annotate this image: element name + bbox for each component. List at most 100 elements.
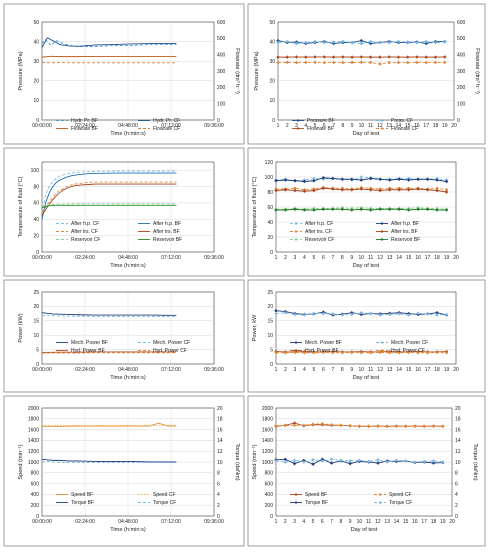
y-tick-label: 20 xyxy=(267,304,273,310)
y2-axis-label: Torque (daNm) xyxy=(472,443,478,480)
y-tick-label: 20 xyxy=(33,79,39,85)
y-tick-label: 600 xyxy=(31,481,40,487)
x-tick-label: 14 xyxy=(394,519,400,525)
y2-tick-label: 10 xyxy=(217,460,223,466)
y-axis-label: Speed (min⁻¹) xyxy=(18,444,24,479)
x-tick-label: 02:24:00 xyxy=(75,255,95,261)
x-tick-label: 12 xyxy=(375,519,381,525)
y-tick-label: 20 xyxy=(269,79,275,85)
y-tick-label: 800 xyxy=(265,471,274,477)
x-tick-label: 4 xyxy=(303,367,306,373)
x-tick-label: 07:12:00 xyxy=(161,255,181,261)
x-axis-label: Time (h:min:s) xyxy=(110,263,146,269)
y-tick-label: 50 xyxy=(269,20,275,26)
x-tick-label: 8 xyxy=(341,123,344,129)
x-tick-label: 18 xyxy=(431,519,437,525)
legend-label: Speed BF xyxy=(71,492,93,498)
x-tick-label: 15 xyxy=(406,255,412,261)
x-tick-label: 02:24:00 xyxy=(75,519,95,525)
y-tick-label: 100 xyxy=(265,175,274,181)
legend-label: Speed CF xyxy=(389,492,412,498)
y2-tick-label: 600 xyxy=(457,20,466,26)
legend-label: Hydr. Pr. CF xyxy=(153,118,180,124)
y2-tick-label: 400 xyxy=(457,52,466,58)
legend-label: Mech. Power BF xyxy=(71,340,108,346)
y-tick-label: 1800 xyxy=(262,417,273,423)
x-tick-label: 5 xyxy=(312,519,315,525)
x-tick-label: 14 xyxy=(396,367,402,373)
x-tick-label: 19 xyxy=(440,519,446,525)
y-tick-label: 1200 xyxy=(28,449,39,455)
y-tick-label: 400 xyxy=(31,492,40,498)
y-tick-label: 30 xyxy=(33,59,39,65)
chart-panel-p7: 0200400600800100012001400160018002000024… xyxy=(4,396,244,546)
legend-label: After h.p. CF xyxy=(71,221,99,227)
x-tick-label: 5 xyxy=(313,255,316,261)
y-tick-label: 25 xyxy=(33,290,39,296)
y-tick-label: 20 xyxy=(33,304,39,310)
legend-label: After trs. BF xyxy=(391,229,418,235)
y-tick-label: 1400 xyxy=(262,438,273,444)
x-tick-label: 04:48:00 xyxy=(118,123,138,129)
legend-label: Speed BF xyxy=(305,492,327,498)
x-tick-label: 4 xyxy=(303,255,306,261)
x-tick-label: 8 xyxy=(341,255,344,261)
y2-axis-label: Flowrate (dm³ h⁻¹) xyxy=(474,48,480,94)
legend-label: After trs. BF xyxy=(153,229,180,235)
y2-tick-label: 6 xyxy=(217,481,220,487)
y2-tick-label: 6 xyxy=(455,481,458,487)
y2-tick-label: 10 xyxy=(455,460,461,466)
legend-label: Flowrate CF xyxy=(391,126,418,132)
x-tick-label: 20 xyxy=(453,255,459,261)
legend-label: After trs. CF xyxy=(71,229,98,235)
x-tick-label: 8 xyxy=(339,519,342,525)
x-tick-label: 12 xyxy=(377,367,383,373)
y2-tick-label: 500 xyxy=(457,36,466,42)
legend-label: Reservoir CF xyxy=(305,237,334,243)
x-tick-label: 19 xyxy=(444,367,450,373)
legend-label: Mech. Power BF xyxy=(305,340,342,346)
x-tick-label: 6 xyxy=(321,519,324,525)
x-tick-label: 13 xyxy=(387,367,393,373)
y-tick-label: 50 xyxy=(33,20,39,26)
x-tick-label: 02:24:00 xyxy=(75,367,95,373)
y-tick-label: 200 xyxy=(31,503,40,509)
x-tick-label: 8 xyxy=(341,367,344,373)
y2-tick-label: 300 xyxy=(457,69,466,75)
x-tick-label: 7 xyxy=(331,255,334,261)
x-tick-label: 1 xyxy=(275,255,278,261)
x-tick-label: 07:12:00 xyxy=(161,519,181,525)
x-tick-label: 00:00:00 xyxy=(32,367,52,373)
y-axis-label: Pressure (MPa) xyxy=(254,51,260,90)
y-axis-label: Temperature of fluid (°C) xyxy=(252,176,258,237)
y2-axis-label: Torque (daNm) xyxy=(234,443,240,480)
y-tick-label: 15 xyxy=(267,319,273,325)
legend-label: Torque CF xyxy=(153,500,176,506)
legend-label: Pressure BF xyxy=(307,118,335,124)
chart-panel-p8: 0200400600800100012001400160018002000024… xyxy=(248,396,485,546)
x-tick-label: 7 xyxy=(330,519,333,525)
y-tick-label: 100 xyxy=(31,168,40,174)
x-tick-label: 09:36:00 xyxy=(204,255,224,261)
x-tick-label: 04:48:00 xyxy=(118,519,138,525)
y2-tick-label: 16 xyxy=(217,427,223,433)
legend-label: After trs. CF xyxy=(305,229,332,235)
y2-tick-label: 100 xyxy=(457,101,466,107)
x-tick-label: 2 xyxy=(284,367,287,373)
x-tick-label: 9 xyxy=(349,519,352,525)
y-axis-label: Pressure (MPa) xyxy=(18,51,24,90)
x-tick-label: 2 xyxy=(284,519,287,525)
y2-tick-label: 4 xyxy=(455,492,458,498)
y2-axis-label: Flowrate (dm³ h⁻¹) xyxy=(234,48,240,94)
x-tick-label: 5 xyxy=(313,367,316,373)
x-tick-label: 07:12:00 xyxy=(161,367,181,373)
x-tick-label: 09:36:00 xyxy=(204,519,224,525)
y2-tick-label: 400 xyxy=(217,52,226,58)
x-tick-label: 9 xyxy=(350,255,353,261)
y2-tick-label: 12 xyxy=(217,449,223,455)
y-tick-label: 5 xyxy=(270,347,273,353)
